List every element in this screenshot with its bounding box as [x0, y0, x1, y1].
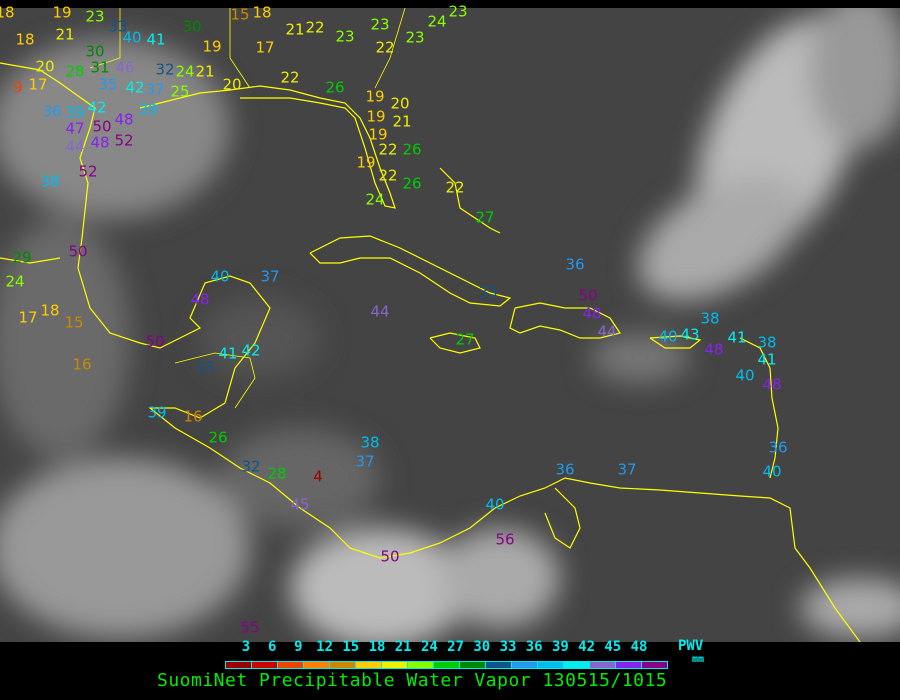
legend-swatch: [252, 662, 278, 668]
color-legend: 3 6 9 12 15 18 21 24 27 30 33 36 39 42 45 48 PWV mm Suo…: [0, 638, 900, 700]
legend-tick: 15: [342, 639, 360, 655]
legend-swatch: [590, 662, 616, 668]
legend-swatch: [278, 662, 304, 668]
legend-tick: 6: [267, 639, 277, 655]
legend-tick: 9: [294, 639, 303, 655]
legend-swatch: [304, 662, 330, 668]
satellite-map: [0, 8, 900, 642]
legend-tick: 36: [525, 639, 543, 655]
legend-tick: 30: [473, 639, 491, 655]
legend-swatch: [564, 662, 590, 668]
legend-tick: 33: [499, 639, 517, 655]
legend-tick: 18: [368, 639, 386, 655]
legend-swatch: [434, 662, 460, 668]
legend-swatch: [330, 662, 356, 668]
legend-unit-label: PWV: [678, 638, 704, 654]
legend-swatch: [356, 662, 382, 668]
legend-tick: 48: [630, 639, 648, 655]
cloud-cover: [0, 8, 900, 642]
legend-swatch: [408, 662, 434, 668]
legend-swatch: [460, 662, 486, 668]
map-title: SuomiNet Precipitable Water Vapor 130515…: [157, 670, 668, 691]
legend-tick: 39: [551, 639, 569, 655]
legend-tick: 27: [447, 639, 465, 655]
legend-unit: mm: [692, 654, 705, 665]
legend-tick: 12: [316, 639, 334, 655]
legend-tick: 42: [578, 639, 596, 655]
legend-tick: 21: [394, 639, 412, 655]
legend-color-bar: [225, 661, 668, 669]
legend-swatch: [616, 662, 642, 668]
legend-tick: 24: [420, 639, 438, 655]
legend-tick: 3: [241, 639, 251, 655]
legend-tick: 45: [604, 639, 622, 655]
legend-swatch: [226, 662, 252, 668]
legend-swatch: [538, 662, 564, 668]
coastlines: [0, 8, 861, 642]
legend-swatch: [642, 662, 667, 668]
legend-swatch: [382, 662, 408, 668]
legend-swatch: [512, 662, 538, 668]
legend-swatch: [486, 662, 512, 668]
